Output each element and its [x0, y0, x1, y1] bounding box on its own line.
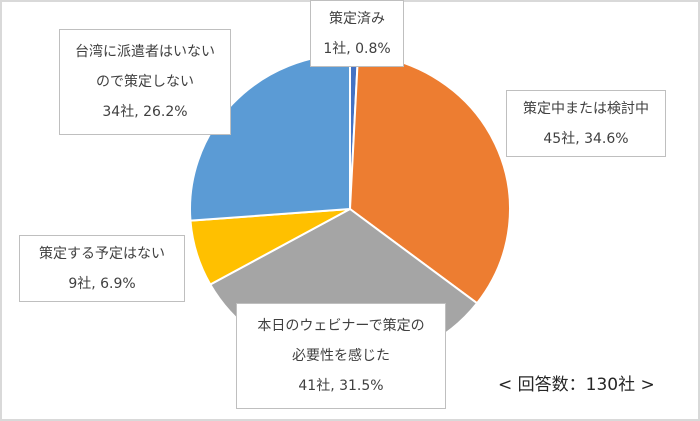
slice-value: 41社, 31.5%: [298, 378, 384, 394]
slice-value: 1社, 0.8%: [323, 40, 391, 57]
data-label-slice-2: 本日のウェビナーで策定の 必要性を感じた 41社, 31.5%: [236, 303, 446, 409]
slice-label: 策定する予定はない: [39, 245, 165, 262]
slice-value: 45社, 34.6%: [543, 130, 629, 147]
slice-label-line2: 必要性を感じた: [292, 348, 390, 364]
data-label-slice-4: 台湾に派遣者はいない ので策定しない 34社, 26.2%: [59, 29, 231, 135]
slice-value: 9社, 6.9%: [68, 275, 136, 292]
slice-label: 策定中または検討中: [523, 100, 649, 117]
data-label-slice-0: 策定済み 1社, 0.8%: [310, 0, 404, 67]
slice-label: 策定済み: [329, 10, 385, 27]
slice-label-line1: 本日のウェビナーで策定の: [257, 318, 425, 334]
response-count-note: < 回答数：130社 >: [498, 375, 655, 395]
slice-label-line2: ので策定しない: [96, 74, 194, 90]
data-label-slice-1: 策定中または検討中 45社, 34.6%: [506, 90, 666, 157]
slice-value: 34社, 26.2%: [102, 104, 188, 120]
data-label-slice-3: 策定する予定はない 9社, 6.9%: [19, 235, 185, 302]
slice-label-line1: 台湾に派遣者はいない: [75, 44, 215, 60]
